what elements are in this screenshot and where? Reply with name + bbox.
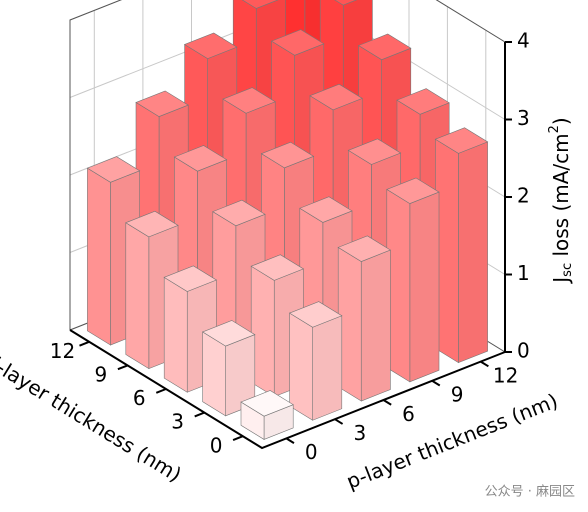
bar-top: [163, 265, 218, 292]
bar-face: [125, 222, 150, 370]
bar-face: [202, 331, 226, 417]
bar-top: [222, 87, 276, 114]
x-tick-label: 12: [493, 363, 518, 387]
y-tick-label: 6: [133, 386, 146, 410]
z-axis-title-part: ): [549, 117, 573, 125]
tick-mark: [480, 360, 489, 368]
bar-top: [260, 141, 315, 169]
bar: [337, 235, 392, 402]
z-axis-title-part: 2: [547, 125, 562, 133]
y-tick-label: 0: [210, 433, 223, 457]
y-tick-label: 9: [95, 362, 108, 386]
bar-top: [135, 90, 189, 117]
bar-top: [299, 196, 353, 223]
axis-line: [69, 329, 506, 450]
bar-top: [86, 156, 141, 183]
x-tick-label: 3: [353, 421, 366, 445]
x-tick-label: 6: [402, 402, 415, 426]
bar-top: [309, 83, 363, 111]
tick-mark: [155, 388, 167, 394]
bar-top: [183, 32, 238, 59]
bar-face: [87, 167, 111, 346]
bar: [434, 127, 489, 364]
bar-top: [173, 145, 228, 172]
z-axis-title-part: sc: [560, 263, 575, 277]
bars: [86, 0, 489, 440]
y-tick-label: 12: [50, 339, 75, 363]
bar-top: [357, 33, 412, 61]
tick-mark: [79, 340, 90, 347]
bar: [201, 320, 256, 417]
bar-face: [360, 249, 391, 402]
bar-top: [334, 0, 357, 6]
bar-top: [396, 88, 450, 115]
bar-top: [250, 254, 305, 281]
bar-top: [337, 235, 392, 262]
bar-top: [240, 390, 294, 417]
bar-top: [386, 177, 440, 204]
y-axis-title: i-layer thickness (nm): [0, 352, 186, 487]
z-axis-title-part: J: [549, 277, 573, 285]
bar-top: [212, 199, 266, 227]
z-tick-label: 2: [517, 184, 530, 208]
bar: [386, 177, 440, 383]
bar-top: [347, 138, 402, 165]
bar-top: [270, 29, 325, 56]
tick-mark: [194, 411, 205, 418]
bar-top: [241, 0, 279, 9]
tick-mark: [382, 399, 392, 406]
x-tick-label: 0: [305, 440, 318, 464]
z-axis-title: Jsc loss (mA/cm2): [547, 117, 575, 284]
tick-mark: [117, 364, 128, 371]
z-tick-label: 4: [517, 29, 530, 53]
bar-face: [409, 191, 440, 383]
bar: [240, 390, 294, 440]
z-tick-label: 1: [517, 261, 530, 285]
bar: [288, 301, 343, 421]
tick-mark: [334, 418, 344, 425]
bar-top: [288, 301, 343, 328]
bar-top: [201, 320, 256, 347]
x-tick-label: 9: [451, 383, 464, 407]
bar-face: [163, 276, 188, 393]
watermark: 公众号 · 麻园区: [485, 485, 575, 500]
tick-mark: [285, 437, 295, 444]
z-tick-label: 3: [517, 106, 530, 130]
tick-mark: [431, 379, 441, 387]
wall-edge: [69, 0, 506, 330]
bar-top: [434, 127, 489, 154]
z-axis-title-part: loss (mA/cm: [549, 133, 573, 263]
z-tick-label: 0: [517, 339, 530, 363]
bar-top: [125, 210, 179, 238]
bar-face: [458, 141, 488, 364]
y-tick-label: 3: [171, 410, 184, 434]
bar-face: [312, 315, 343, 421]
tick-mark: [232, 435, 244, 441]
bar-face: [289, 312, 313, 421]
